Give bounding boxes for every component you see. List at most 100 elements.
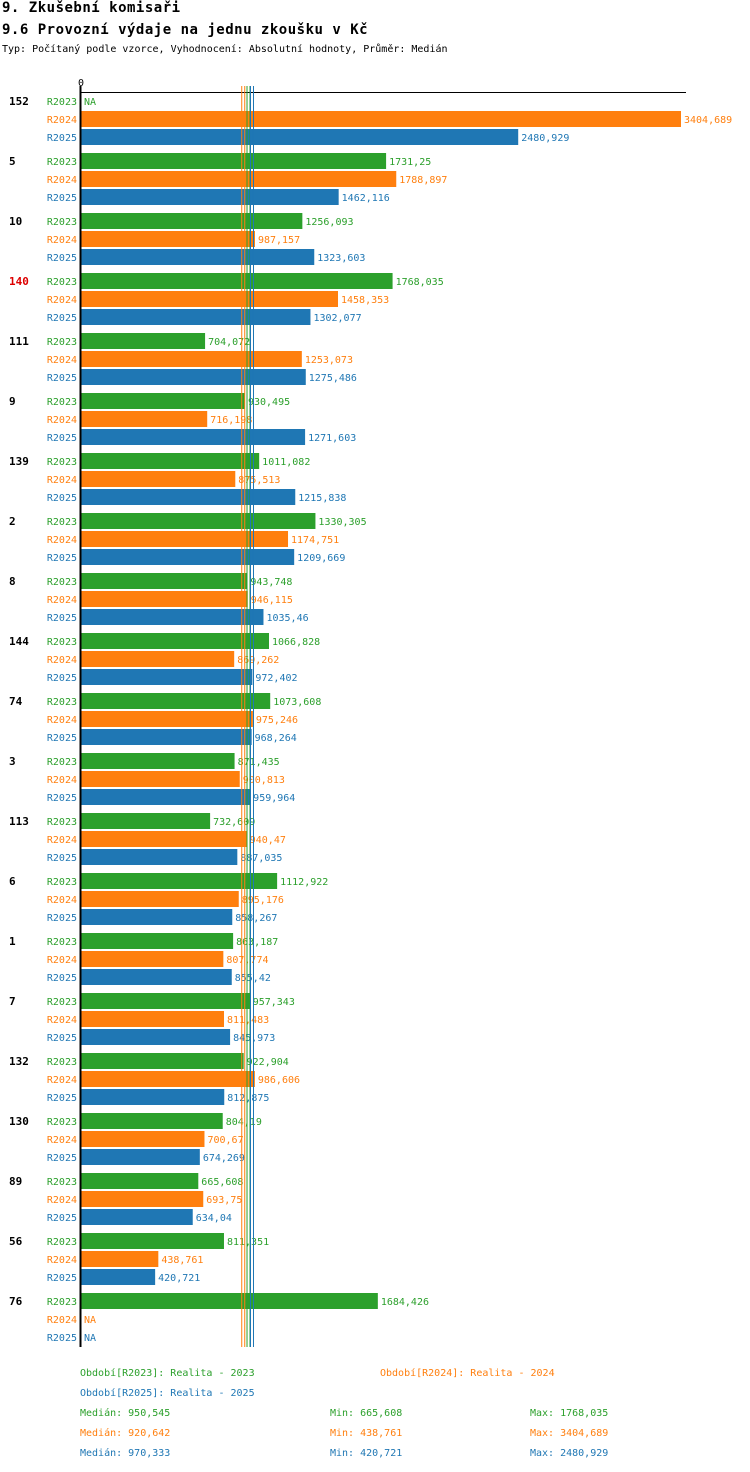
series-label: R2025 bbox=[47, 313, 77, 324]
bar bbox=[81, 1269, 156, 1285]
category-label: 130 bbox=[9, 1115, 29, 1128]
data-label: 959,964 bbox=[253, 793, 295, 804]
data-label: 1112,922 bbox=[280, 877, 328, 888]
bar bbox=[81, 291, 339, 307]
legend-period-2025: Období[R2025]: Realita - 2025 bbox=[80, 1388, 255, 1399]
stat-median-2025: Medián: 970,333 bbox=[80, 1448, 171, 1459]
series-label: R2024 bbox=[47, 415, 77, 426]
bar bbox=[81, 429, 306, 445]
data-label: 895,176 bbox=[242, 895, 284, 906]
data-label: 716,198 bbox=[210, 415, 252, 426]
data-label: 887,035 bbox=[240, 853, 282, 864]
data-label: 1174,751 bbox=[291, 535, 339, 546]
bar bbox=[81, 693, 271, 709]
series-label: R2025 bbox=[47, 853, 77, 864]
data-label: 922,904 bbox=[247, 1057, 289, 1068]
series-label: R2023 bbox=[47, 997, 77, 1008]
bar bbox=[81, 213, 303, 229]
series-label: R2025 bbox=[47, 733, 77, 744]
series-label: R2023 bbox=[47, 337, 77, 348]
axis-zero-label: 0 bbox=[78, 78, 84, 89]
data-label: 845,973 bbox=[233, 1033, 275, 1044]
series-label: R2024 bbox=[47, 1255, 77, 1266]
bar bbox=[81, 1233, 224, 1249]
series-label: R2023 bbox=[47, 277, 77, 288]
series-label: R2025 bbox=[47, 493, 77, 504]
series-label: R2023 bbox=[47, 757, 77, 768]
bar bbox=[81, 873, 278, 889]
series-label: R2024 bbox=[47, 1135, 77, 1146]
data-label: 420,721 bbox=[158, 1273, 200, 1284]
category-label: 111 bbox=[9, 335, 29, 348]
stat-min-2023: Min: 665,608 bbox=[330, 1408, 403, 1419]
data-label: 2480,929 bbox=[521, 133, 569, 144]
data-label: 855,42 bbox=[235, 973, 271, 984]
data-label: 693,75 bbox=[206, 1195, 242, 1206]
data-label: 900,813 bbox=[243, 775, 285, 786]
bar bbox=[81, 189, 339, 205]
series-label: R2025 bbox=[47, 253, 77, 264]
data-label: 634,04 bbox=[196, 1213, 232, 1224]
bar bbox=[81, 129, 519, 145]
data-label: 1302,077 bbox=[313, 313, 361, 324]
bar bbox=[81, 249, 315, 265]
bar bbox=[81, 909, 233, 925]
bar bbox=[81, 933, 234, 949]
bar bbox=[81, 1113, 223, 1129]
data-label: 858,267 bbox=[235, 913, 277, 924]
bar bbox=[81, 771, 240, 787]
bar bbox=[81, 1089, 225, 1105]
stat-max-2023: Max: 1768,035 bbox=[530, 1408, 609, 1419]
bar bbox=[81, 789, 251, 805]
bar bbox=[81, 513, 316, 529]
data-label: 863,187 bbox=[236, 937, 278, 948]
data-label: 957,343 bbox=[253, 997, 295, 1008]
data-label: 1011,082 bbox=[262, 457, 310, 468]
series-label: R2023 bbox=[47, 817, 77, 828]
category-label: 2 bbox=[9, 515, 16, 528]
stat-max-2025: Max: 2480,929 bbox=[530, 1448, 609, 1459]
bar bbox=[81, 111, 681, 127]
bar bbox=[81, 849, 238, 865]
series-label: R2024 bbox=[47, 835, 77, 846]
series-label: R2025 bbox=[47, 913, 77, 924]
stat-min-2024: Min: 438,761 bbox=[330, 1428, 403, 1439]
data-label: 875,513 bbox=[238, 475, 280, 486]
data-label: 1215,838 bbox=[298, 493, 346, 504]
bar bbox=[81, 831, 247, 847]
data-label: 704,072 bbox=[208, 337, 250, 348]
series-label: R2023 bbox=[47, 697, 77, 708]
chart-title: 9.6 Provozní výdaje na jednu zkoušku v K… bbox=[2, 22, 369, 38]
series-label: R2025 bbox=[47, 553, 77, 564]
bar bbox=[81, 1149, 200, 1165]
series-label: R2025 bbox=[47, 973, 77, 984]
series-label: R2025 bbox=[47, 613, 77, 624]
data-label: 1256,093 bbox=[305, 217, 353, 228]
data-label: 3404,689 bbox=[684, 115, 732, 126]
series-label: R2024 bbox=[47, 535, 77, 546]
category-label: 140 bbox=[9, 275, 29, 288]
series-label: R2025 bbox=[47, 1213, 77, 1224]
series-label: R2025 bbox=[47, 1153, 77, 1164]
data-label: 1788,897 bbox=[399, 175, 447, 186]
category-label: 74 bbox=[9, 695, 23, 708]
legend-period-2023: Období[R2023]: Realita - 2023 bbox=[80, 1368, 255, 1379]
series-label: R2023 bbox=[47, 97, 77, 108]
category-label: 9 bbox=[9, 395, 16, 408]
bar bbox=[81, 969, 232, 985]
stat-max-2024: Max: 3404,689 bbox=[530, 1428, 609, 1439]
series-label: R2025 bbox=[47, 373, 77, 384]
data-label: NA bbox=[84, 1333, 96, 1344]
series-label: R2025 bbox=[47, 133, 77, 144]
data-label: 943,748 bbox=[250, 577, 292, 588]
bar bbox=[81, 309, 311, 325]
bar bbox=[81, 753, 235, 769]
series-label: R2025 bbox=[47, 1093, 77, 1104]
bar bbox=[81, 1053, 244, 1069]
series-label: R2024 bbox=[47, 475, 77, 486]
bar bbox=[81, 231, 255, 247]
bar bbox=[81, 1071, 255, 1087]
series-label: R2024 bbox=[47, 355, 77, 366]
data-label: NA bbox=[84, 1315, 96, 1326]
